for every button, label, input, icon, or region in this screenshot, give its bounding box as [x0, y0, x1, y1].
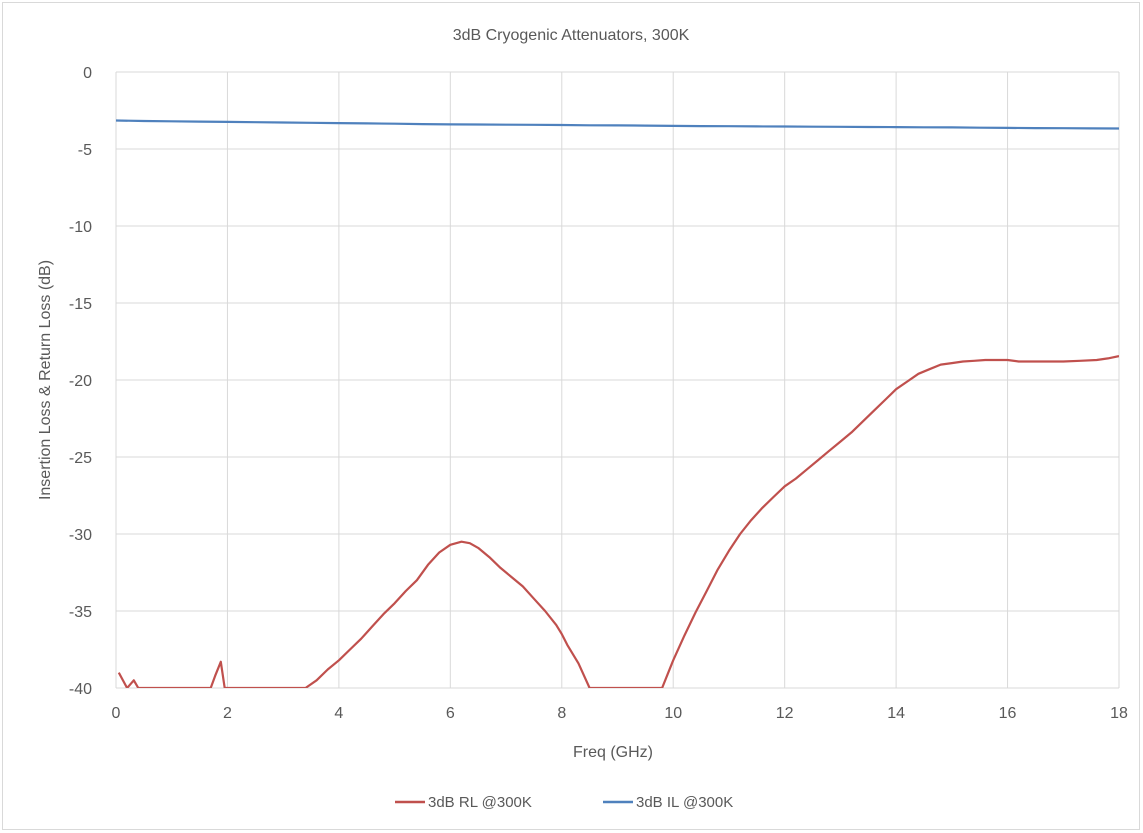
x-tick-label: 18	[1110, 705, 1128, 722]
x-tick-label: 0	[112, 705, 121, 722]
y-tick-labels: 0 -5 -10 -15 -20 -25 -30 -35 -40	[69, 65, 92, 698]
legend-entry: 3dB RL @300K	[428, 794, 532, 811]
series-line-rl	[117, 355, 1119, 688]
x-tick-label: 16	[999, 705, 1017, 722]
grid-lines	[115, 71, 1120, 689]
x-tick-label: 4	[334, 705, 343, 722]
y-tick-label: -40	[69, 681, 92, 698]
x-tick-label: 10	[664, 705, 682, 722]
y-tick-label: -25	[69, 450, 92, 467]
legend: 3dB RL @300K 3dB IL @300K	[395, 794, 733, 811]
legend-entry: 3dB IL @300K	[636, 794, 733, 811]
x-tick-label: 8	[557, 705, 566, 722]
y-tick-label: -30	[69, 527, 92, 544]
y-tick-label: -5	[78, 142, 92, 159]
chart-title: 3dB Cryogenic Attenuators, 300K	[453, 27, 690, 44]
x-tick-label: 2	[223, 705, 232, 722]
y-tick-label: -35	[69, 604, 92, 621]
x-axis-label: Freq (GHz)	[573, 744, 653, 761]
y-tick-label: -10	[69, 219, 92, 236]
data-series	[116, 119, 1119, 688]
series-line-il	[116, 119, 1119, 130]
y-tick-label: 0	[83, 65, 92, 82]
y-axis-label: Insertion Loss & Return Loss (dB)	[37, 260, 54, 500]
x-tick-label: 12	[776, 705, 794, 722]
x-tick-labels: 0 2 4 6 8 10 12 14 16 18	[112, 705, 1128, 722]
y-tick-label: -15	[69, 296, 92, 313]
x-tick-label: 6	[446, 705, 455, 722]
y-tick-label: -20	[69, 373, 92, 390]
x-tick-label: 14	[887, 705, 905, 722]
